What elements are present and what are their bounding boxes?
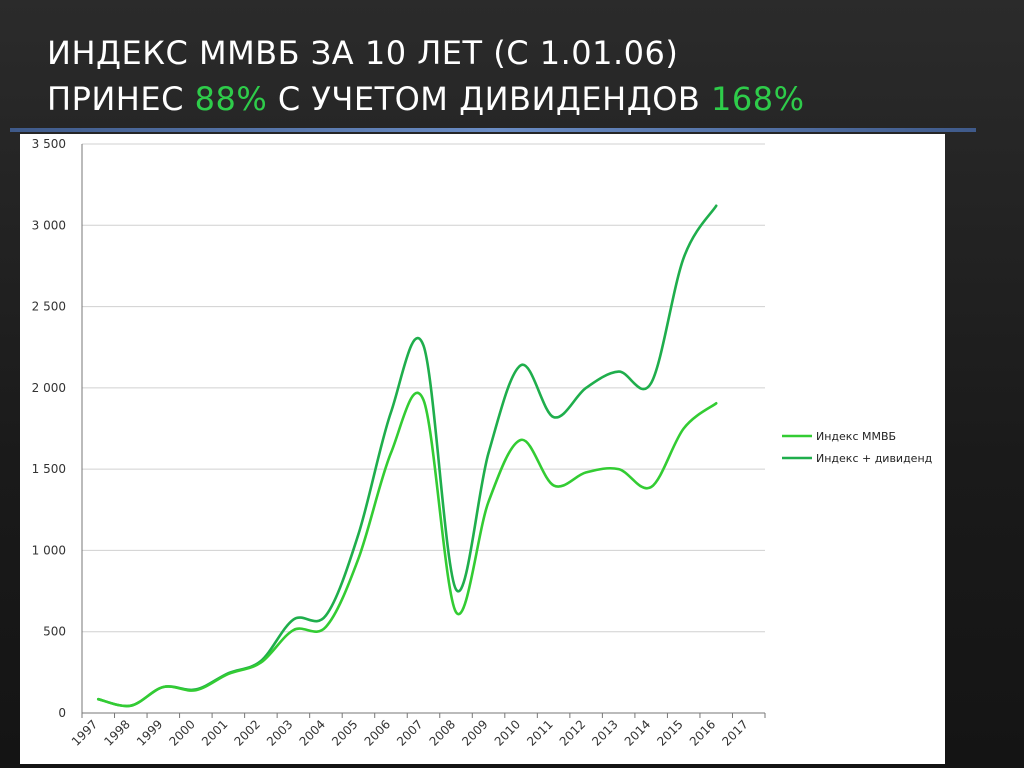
series-line-index <box>96 391 718 708</box>
x-tick-label: 2016 <box>687 717 718 748</box>
x-tick-label: 2004 <box>297 717 328 748</box>
x-tick-label: 1997 <box>69 717 100 748</box>
x-tick-label: 2011 <box>524 717 555 748</box>
title-line-2-part-b: С УЧЕТОМ ДИВИДЕНДОВ <box>267 80 711 118</box>
x-tick-label: 2017 <box>719 717 750 748</box>
slide-title: ИНДЕКС ММВБ ЗА 10 ЛЕТ (С 1.01.06) ПРИНЕС… <box>47 30 987 122</box>
x-tick-label: 2012 <box>557 717 588 748</box>
title-line-2-part-a: ПРИНЕС <box>47 80 195 118</box>
x-tick-label: 2010 <box>492 717 523 748</box>
y-tick-label: 2 500 <box>32 300 66 314</box>
title-percent-index: 88% <box>194 80 268 118</box>
y-tick-label: 1 500 <box>32 462 66 476</box>
series-line-index-dividend <box>96 204 718 708</box>
legend-label: Индекс ММВБ <box>816 430 896 443</box>
title-line-2: ПРИНЕС 88% С УЧЕТОМ ДИВИДЕНДОВ 168% <box>47 76 987 122</box>
y-tick-label: 0 <box>58 706 66 720</box>
x-tick-label: 2015 <box>654 717 685 748</box>
x-tick-label: 2014 <box>622 717 653 748</box>
x-tick-label: 2005 <box>329 717 360 748</box>
x-tick-label: 2000 <box>166 717 197 748</box>
y-tick-label: 3 000 <box>32 218 66 232</box>
chart-panel: 0 500 1 000 1 500 2 000 2 500 3 000 3 500 1997 19… <box>20 134 945 764</box>
x-tick-label: 1999 <box>134 717 165 748</box>
y-tick-label: 2 000 <box>32 381 66 395</box>
x-tick-label: 1998 <box>101 717 132 748</box>
title-line-1: ИНДЕКС ММВБ ЗА 10 ЛЕТ (С 1.01.06) <box>47 34 679 72</box>
x-tick-label: 2002 <box>232 717 263 748</box>
x-tick-label: 2013 <box>589 717 620 748</box>
x-tick-label: 2008 <box>427 717 458 748</box>
x-tick-label: 2009 <box>459 717 490 748</box>
x-tick-label: 2007 <box>394 717 425 748</box>
y-tick-label: 500 <box>43 625 66 639</box>
y-tick-label: 3 500 <box>32 137 66 151</box>
x-tick-label: 2006 <box>362 717 393 748</box>
x-tick-label: 2001 <box>199 717 230 748</box>
legend-label: Индекс + дивиденд <box>816 452 933 465</box>
y-tick-label: 1 000 <box>32 543 66 557</box>
title-divider <box>10 128 976 132</box>
title-percent-dividends: 168% <box>711 80 805 118</box>
x-tick-label: 2003 <box>264 717 295 748</box>
